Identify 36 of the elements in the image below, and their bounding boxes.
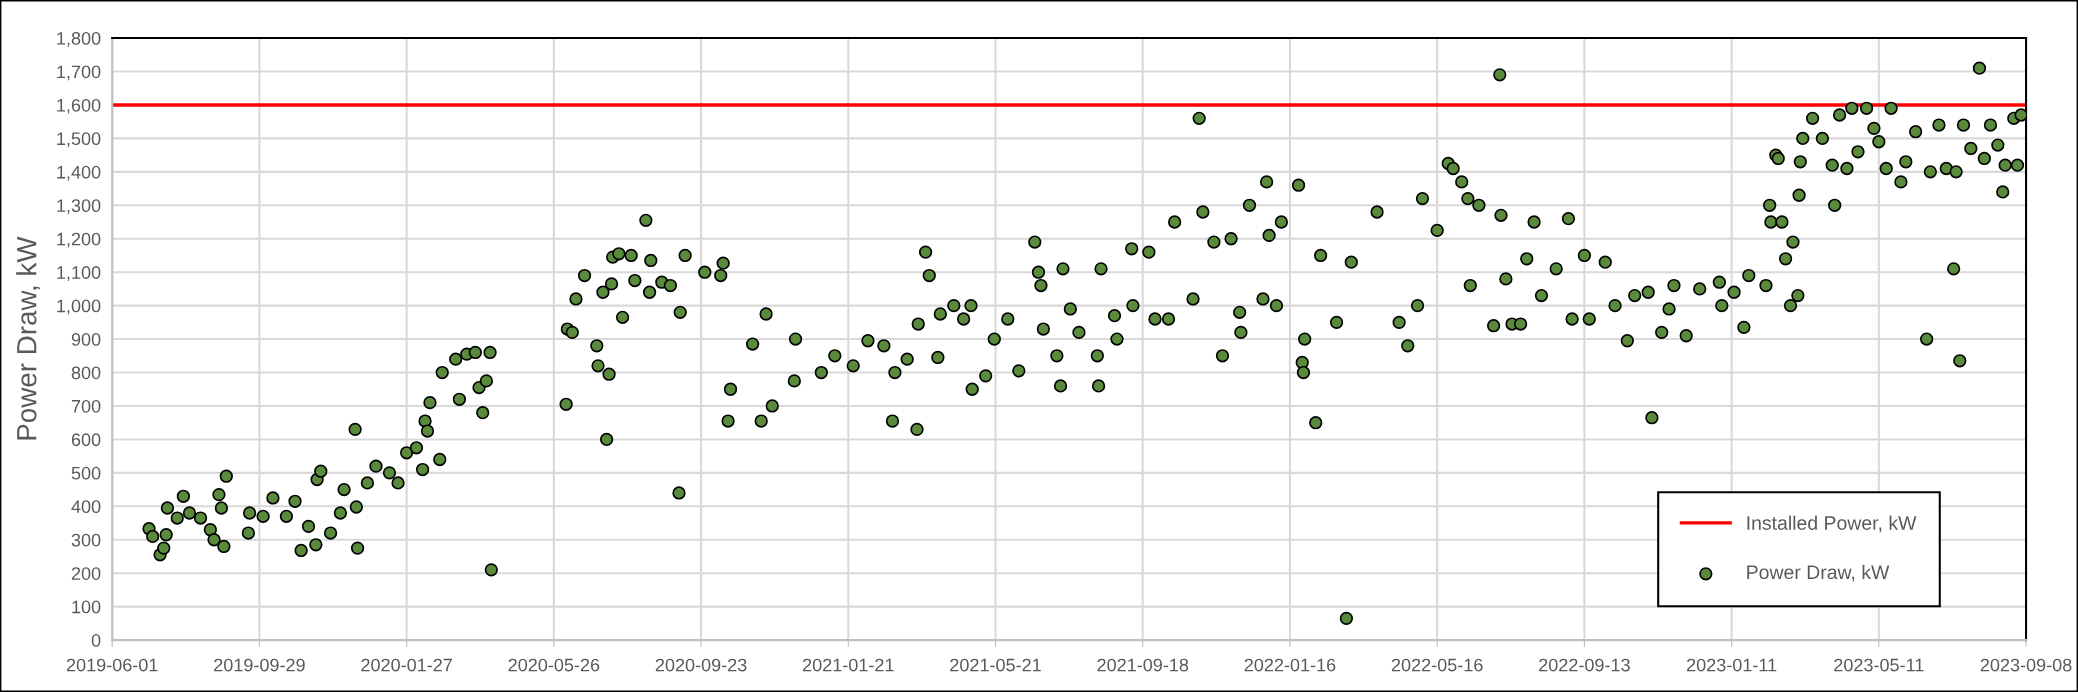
y-tick-label: 1,400 [57, 165, 101, 181]
x-tick-label: 2020-05-26 [508, 658, 600, 672]
x-tick-label: 2021-05-21 [950, 658, 1041, 672]
y-tick-label: 1,600 [57, 98, 101, 114]
y-tick-label: 1,500 [57, 132, 101, 148]
x-tick-label: 2020-01-27 [361, 658, 452, 672]
y-tick-label: 0 [91, 634, 101, 647]
y-tick-label: 1,000 [57, 299, 101, 315]
y-tick-label: 400 [71, 500, 101, 514]
y-tick-label: 600 [71, 433, 101, 447]
x-tick-label: 2020-09-23 [655, 658, 747, 672]
legend-label: Installed Power, kW [1747, 515, 1917, 533]
y-tick-label: 700 [71, 399, 101, 413]
y-tick-label: 1,300 [57, 199, 101, 215]
x-tick-label: 2021-01-21 [803, 658, 894, 672]
y-tick-label: 1,700 [57, 65, 101, 81]
y-tick-label: 800 [71, 366, 101, 380]
y-tick-label: 200 [71, 567, 101, 580]
x-tick-label: 2023-05-11 [1834, 658, 1924, 672]
x-tick-label: 2022-01-16 [1244, 658, 1336, 672]
y-tick-label: 1,800 [57, 31, 101, 47]
y-tick-label: 300 [71, 533, 101, 547]
y-tick-label: 1,200 [57, 232, 101, 248]
y-tick-label: 900 [71, 333, 101, 346]
y-axis-title: Power Draw, kW [16, 236, 40, 440]
x-tick-label: 2019-06-01 [66, 658, 158, 672]
legend-label: Power Draw, kW [1747, 564, 1890, 582]
y-tick-label: 100 [72, 600, 101, 614]
y-tick-label: 500 [71, 466, 101, 480]
x-tick-label: 2023-01-11 [1687, 658, 1777, 672]
y-tick-label: 1,100 [57, 266, 101, 282]
x-tick-label: 2022-05-16 [1391, 658, 1483, 672]
x-tick-label: 2021-09-18 [1097, 658, 1189, 672]
x-tick-label: 2019-09-29 [214, 658, 305, 672]
x-tick-label: 2023-09-08 [1980, 658, 2072, 672]
x-tick-label: 2022-09-13 [1539, 658, 1630, 672]
